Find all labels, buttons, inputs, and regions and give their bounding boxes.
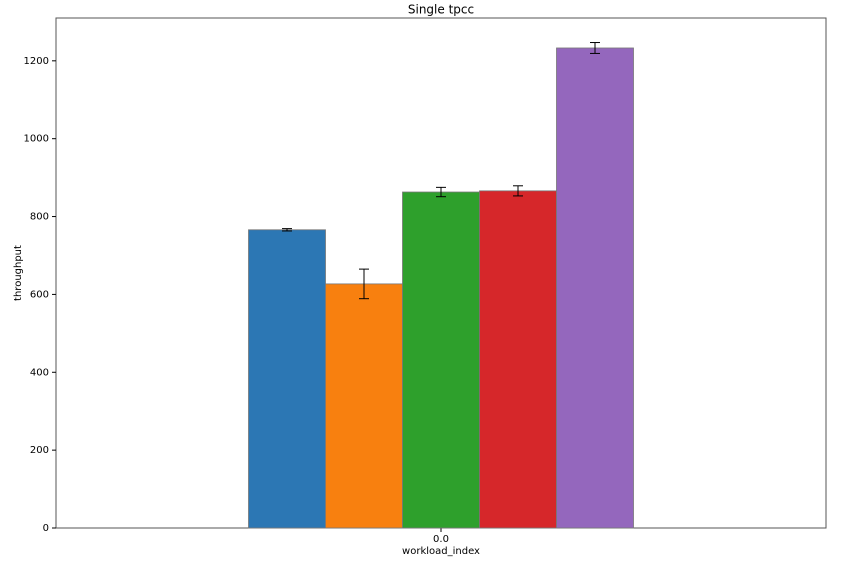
bar (479, 190, 557, 529)
bar (248, 229, 326, 529)
bar (556, 47, 634, 529)
x-axis-label: workload_index (402, 546, 480, 557)
y-tick-label: 1000 (24, 134, 49, 145)
y-tick-label: 1200 (24, 56, 49, 67)
x-tick-label: 0.0 (433, 534, 449, 545)
chart-title: Single tpcc (408, 3, 474, 17)
bar (325, 283, 403, 529)
y-tick-label: 400 (30, 367, 49, 378)
y-axis-label: throughput (13, 245, 24, 301)
y-tick-label: 600 (30, 289, 49, 300)
y-tick-label: 0 (43, 523, 49, 534)
y-tick-label: 800 (30, 212, 49, 223)
y-tick-label: 200 (30, 445, 49, 456)
bar (402, 191, 480, 529)
